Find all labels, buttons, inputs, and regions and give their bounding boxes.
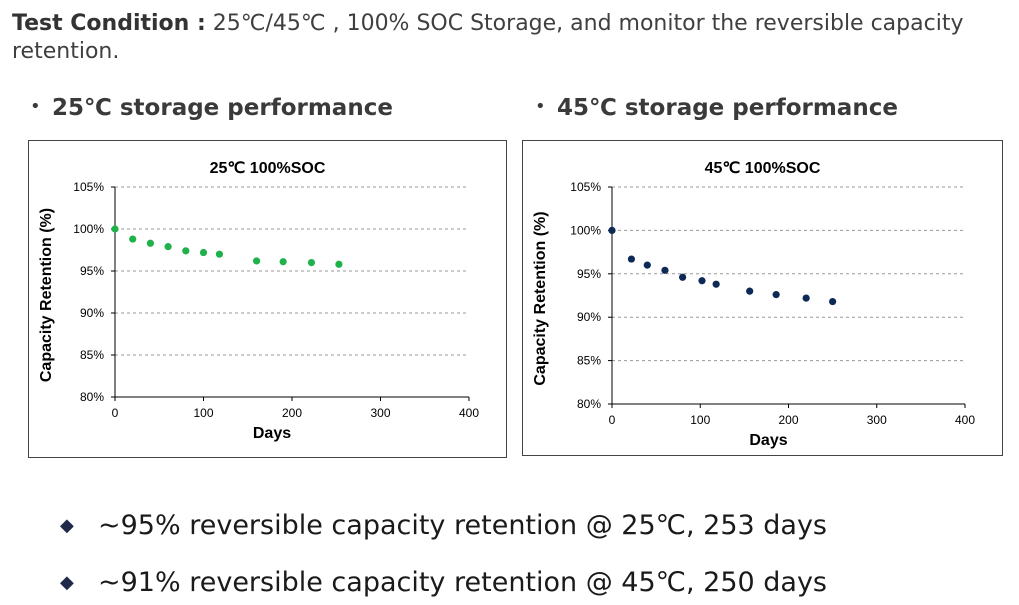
y-tick-label: 80% — [577, 397, 601, 411]
y-tick-label: 95% — [80, 264, 104, 278]
chart-45c: 45℃ 100%SOC 80% 85% 90% 95% 100% 105% 0 100 200 30… — [532, 160, 975, 449]
y-axis-label: Capacity Retention (%) — [38, 208, 55, 382]
x-tick-label: 0 — [112, 406, 119, 420]
data-point — [253, 257, 261, 265]
y-tick-label: 105% — [73, 180, 104, 194]
summary-text-45c: ~91% reversible capacity retention @ 45℃… — [98, 567, 827, 598]
data-point — [712, 280, 720, 288]
data-point — [335, 260, 343, 268]
bullet-icon: • — [535, 96, 546, 117]
x-axis-label: Days — [253, 425, 291, 442]
y-tick-label: 85% — [80, 348, 104, 362]
data-point — [643, 261, 651, 269]
chart-panel-25c: 25℃ 100%SOC 80% 85% 90% 95% 100% 105% 0 100 200 30… — [28, 140, 507, 458]
bullet-icon: • — [30, 96, 41, 117]
x-tick-label: 200 — [282, 406, 302, 420]
data-point — [279, 258, 287, 266]
section-title-25c: 25℃ storage performance — [52, 95, 393, 121]
y-tick-label: 105% — [570, 180, 601, 194]
chart-title: 25℃ 100%SOC — [210, 160, 326, 177]
y-tick-label: 90% — [577, 310, 601, 324]
x-tick-label: 100 — [193, 406, 213, 420]
data-point — [111, 225, 119, 233]
chart-25c: 25℃ 100%SOC 80% 85% 90% 95% 100% 105% 0 100 200 30… — [38, 160, 479, 442]
section-heading-45c: • 45℃ storage performance — [535, 95, 898, 121]
summary-text-25c: ~95% reversible capacity retention @ 25℃… — [98, 510, 827, 541]
data-point — [307, 259, 316, 267]
test-condition-text: 25℃/45℃ , 100% SOC Storage, and monitor … — [12, 11, 964, 64]
y-tick-label: 90% — [80, 306, 104, 320]
data-point — [746, 287, 754, 295]
data-point — [772, 291, 780, 299]
x-tick-label: 400 — [955, 413, 975, 427]
data-point — [215, 250, 224, 258]
data-point — [146, 239, 154, 247]
x-axis-label: Days — [749, 432, 787, 449]
data-point — [199, 248, 208, 257]
y-tick-label: 80% — [80, 390, 104, 404]
x-tick-label: 0 — [609, 413, 616, 427]
y-tick-label: 95% — [577, 267, 601, 281]
data-point — [829, 297, 837, 306]
test-condition: Test Condition : 25℃/45℃ , 100% SOC Stor… — [12, 10, 1007, 66]
y-tick-label: 100% — [73, 222, 104, 236]
x-tick-label: 200 — [778, 413, 798, 427]
data-point — [182, 247, 190, 255]
y-tick-label: 85% — [577, 354, 601, 368]
x-tick-label: 300 — [867, 413, 887, 427]
chart-panel-45c: 45℃ 100%SOC 80% 85% 90% 95% 100% 105% 0 100 200 30… — [522, 140, 1003, 456]
data-point — [627, 255, 636, 263]
summary-item-45c: ◆ ~91% reversible capacity retention @ 45… — [60, 567, 827, 598]
y-axis-label: Capacity Retention (%) — [532, 211, 549, 385]
x-tick-label: 300 — [370, 406, 390, 420]
summary-item-25c: ◆ ~95% reversible capacity retention @ 25… — [60, 510, 827, 541]
test-condition-label: Test Condition : — [12, 11, 206, 36]
data-point — [679, 273, 687, 281]
diamond-bullet-icon: ◆ — [60, 515, 74, 536]
x-tick-label: 400 — [459, 406, 479, 420]
data-point — [661, 266, 669, 274]
section-title-45c: 45℃ storage performance — [557, 95, 898, 121]
x-tick-label: 100 — [690, 413, 710, 427]
data-point — [129, 235, 137, 243]
data-point — [164, 243, 172, 251]
data-point — [802, 294, 810, 302]
y-tick-label: 100% — [570, 223, 601, 237]
data-point — [608, 226, 616, 234]
data-point — [698, 277, 706, 285]
chart-title: 45℃ 100%SOC — [705, 160, 821, 177]
diamond-bullet-icon: ◆ — [60, 572, 74, 593]
section-heading-25c: • 25℃ storage performance — [30, 95, 393, 121]
